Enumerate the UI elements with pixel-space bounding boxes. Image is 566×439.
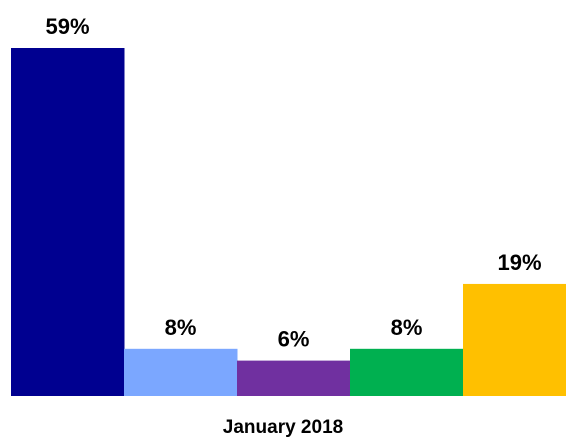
- bar-4: [350, 348, 464, 396]
- bar-value-label-1: 59%: [45, 14, 89, 39]
- value-labels-group: 59% 8% 6% 8% 19%: [45, 14, 541, 352]
- bars-group: [11, 48, 566, 396]
- bar-value-label-5: 19%: [497, 250, 541, 275]
- bar-3: [237, 360, 351, 396]
- category-label: January 2018: [223, 417, 343, 438]
- bar-value-label-3: 6%: [278, 327, 310, 352]
- bar-2: [124, 348, 238, 396]
- bar-5: [463, 283, 566, 396]
- bar-1: [11, 48, 125, 396]
- bar-value-label-2: 8%: [165, 315, 197, 340]
- bar-value-label-4: 8%: [391, 315, 423, 340]
